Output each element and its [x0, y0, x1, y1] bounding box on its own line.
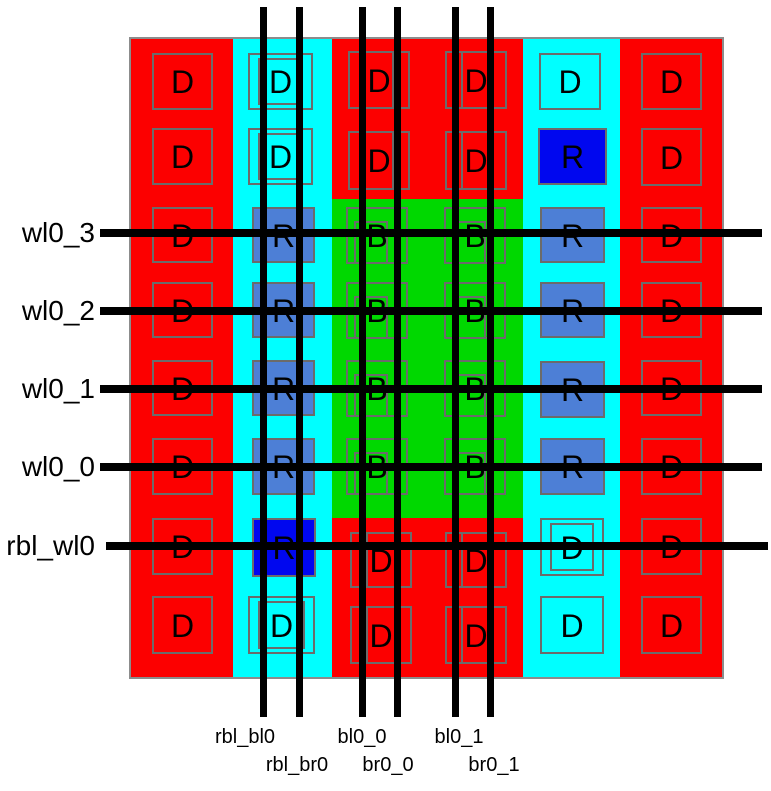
bitline-rbl_br0 — [296, 7, 303, 717]
cell-letter: R — [560, 139, 585, 175]
cell-d-r1c6: D — [641, 53, 702, 110]
bitline-label-bl0_0: bl0_0 — [337, 726, 387, 748]
cell-inner-outline — [354, 374, 388, 417]
cell-d-r1c5: D — [539, 53, 601, 110]
cell-inner-outline — [258, 601, 305, 649]
cell-letter: D — [659, 608, 684, 644]
wordline-wl0_2 — [100, 307, 762, 315]
cell-d-r8c2: D — [248, 596, 315, 654]
cell-letter: D — [464, 143, 488, 179]
cell-letter: D — [369, 618, 393, 654]
cell-letter: D — [367, 143, 391, 179]
bitline-rbl_bl0 — [260, 7, 267, 717]
bitline-label-br0_0: br0_0 — [362, 754, 414, 776]
bitline-label-bl0_1: bl0_1 — [434, 726, 484, 748]
cell-letter: D — [558, 64, 582, 100]
cell-letter: D — [659, 140, 684, 176]
wordline-label-wl0_2: wl0_2 — [21, 295, 95, 326]
cell-letter: D — [464, 63, 488, 99]
wordline-wl0_1 — [100, 385, 762, 393]
cell-letter: D — [269, 608, 294, 644]
bitline-bl0_0 — [359, 7, 366, 717]
wordline-rbl_wl0 — [106, 542, 768, 550]
cell-d-r2c1: D — [152, 128, 213, 185]
region-dummy-column-right — [620, 38, 723, 678]
cell-d-r8c1: D — [152, 596, 213, 654]
cell-letter: D — [464, 618, 488, 654]
cell-letter: D — [268, 64, 293, 100]
cell-letter: D — [170, 64, 195, 100]
cell-r-r2c5: R — [538, 128, 607, 185]
region-dummy-column-left — [130, 38, 233, 678]
bitline-label-rbl_bl0: rbl_bl0 — [214, 726, 276, 748]
cell-letter: D — [369, 543, 393, 579]
bitline-bl0_1 — [452, 7, 459, 717]
cell-d-r1c1: D — [152, 53, 213, 110]
cell-d-r8c6: D — [641, 596, 702, 654]
wordline-label-wl0_3: wl0_3 — [21, 217, 95, 248]
wordline-label-rbl_wl0: rbl_wl0 — [6, 530, 95, 561]
wordline-wl0_0 — [100, 463, 762, 471]
bitline-br0_1 — [487, 7, 494, 717]
cell-letter: D — [268, 139, 293, 175]
cell-letter: D — [367, 63, 391, 99]
cell-letter: D — [560, 608, 584, 644]
cell-letter: D — [464, 543, 488, 579]
bitline-label-rbl_br0: rbl_br0 — [265, 754, 329, 776]
cell-d-r2c6: D — [641, 128, 702, 186]
cell-letter: D — [170, 608, 195, 644]
cell-d-r8c5: D — [540, 596, 604, 654]
cell-d-r1c2: D — [248, 53, 313, 110]
wordline-wl0_3 — [100, 229, 762, 237]
wordline-label-wl0_1: wl0_1 — [21, 373, 95, 404]
cell-inner-outline — [354, 452, 388, 495]
bitline-br0_0 — [394, 7, 401, 717]
cell-letter: D — [659, 64, 684, 100]
bitline-label-br0_1: br0_1 — [468, 754, 520, 776]
cell-inner-outline — [354, 221, 388, 264]
cell-inner-outline — [354, 296, 388, 339]
wordline-label-wl0_0: wl0_0 — [21, 451, 95, 482]
cell-letter: D — [170, 139, 195, 175]
cell-d-r2c2: D — [248, 128, 313, 185]
